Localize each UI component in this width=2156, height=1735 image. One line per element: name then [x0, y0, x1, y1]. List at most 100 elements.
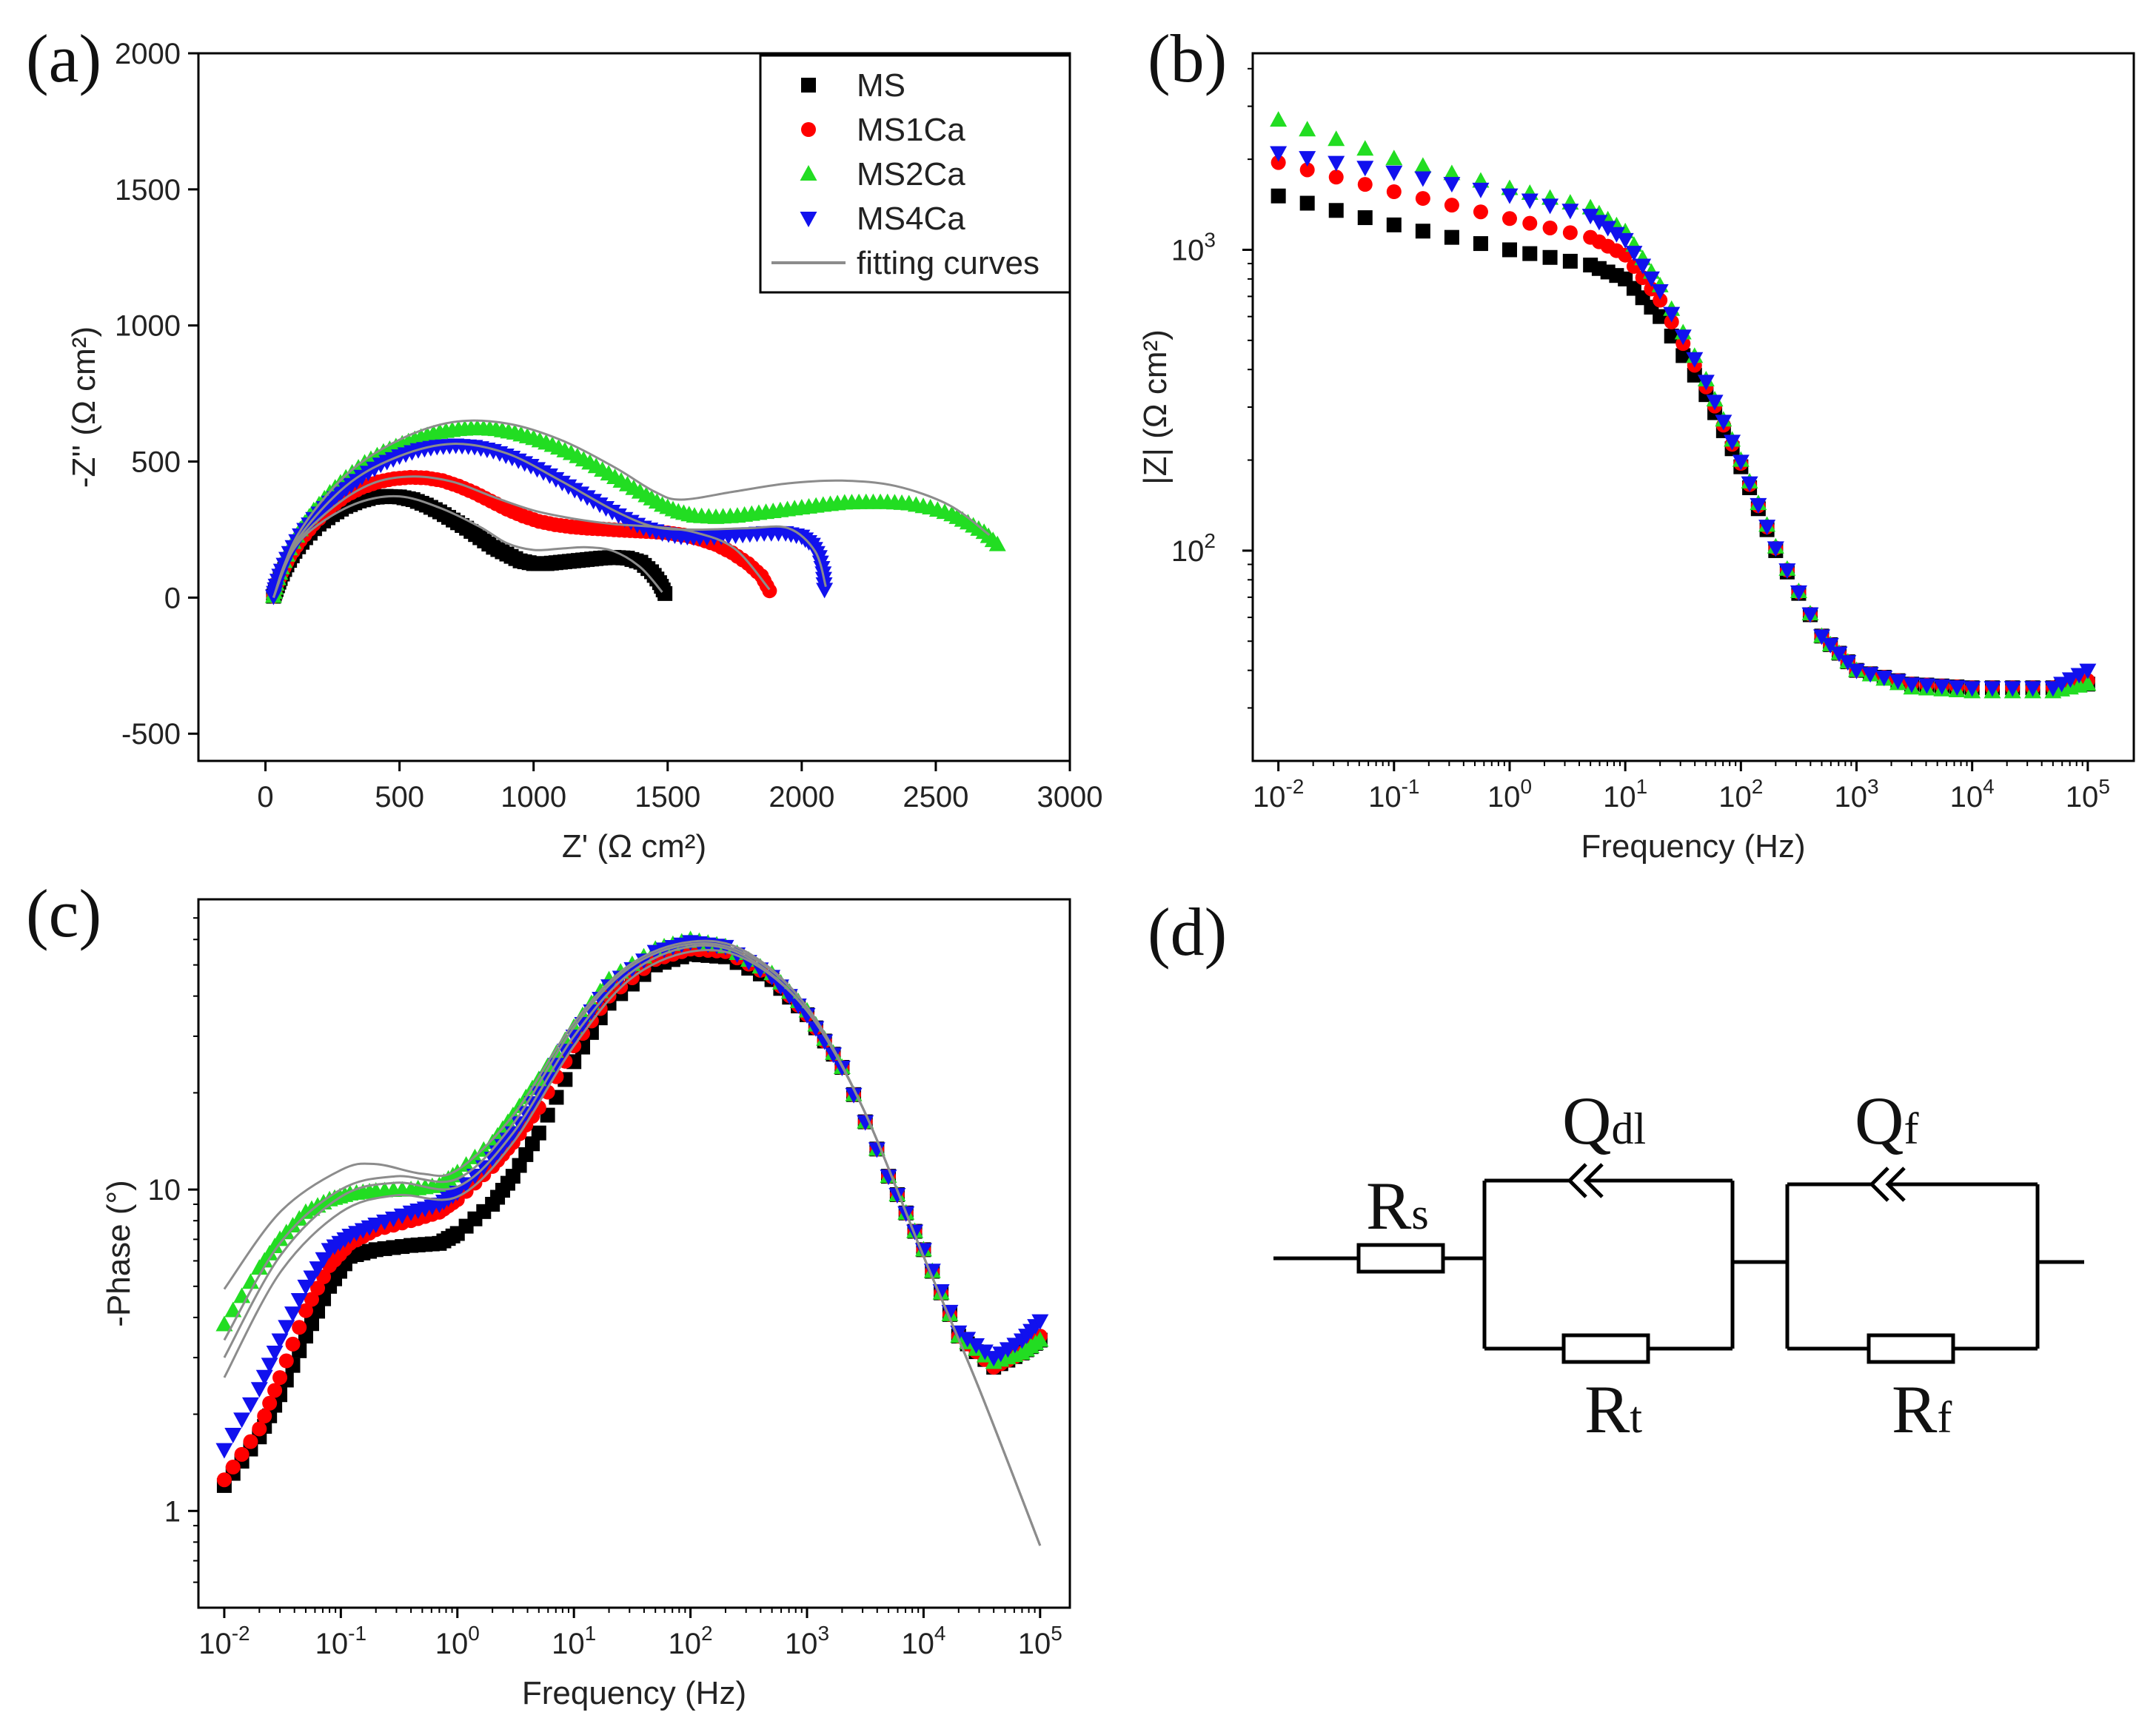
- label-rf: Rf: [1892, 1372, 1952, 1447]
- data-point-ms4ca: [1790, 585, 1807, 601]
- x-tick-exponent: 2: [1752, 775, 1764, 798]
- data-point-ms1ca: [1653, 292, 1668, 308]
- y-tick-label: 102: [1171, 529, 1216, 568]
- x-axis-title: Z' (Ω cm²): [562, 828, 706, 865]
- data-point-ms4ca: [315, 1252, 332, 1268]
- data-point-ms4ca: [1715, 415, 1732, 431]
- data-point-ms2ca: [1414, 157, 1432, 173]
- plot-frame: [1251, 52, 2135, 762]
- data-point-ms: [304, 1316, 319, 1332]
- y-tick-label: 1500: [115, 174, 181, 207]
- data-point-ms1ca: [234, 1446, 250, 1462]
- data-point-ms4ca: [1443, 177, 1461, 193]
- data-point-ms1ca: [1415, 191, 1430, 207]
- data-point-ms1ca: [285, 1336, 301, 1352]
- data-point-ms4ca: [1674, 329, 1692, 346]
- panel-a-nyquist-plot: (a) 0 500 1000 1500 2000 2500 3000 -500 0 500 1000…: [26, 21, 1102, 865]
- data-point-ms4ca: [233, 1412, 251, 1429]
- series-ms2ca: [215, 930, 1049, 1369]
- data-point-ms4ca: [1732, 454, 1750, 471]
- data-point-ms4ca: [2003, 681, 2021, 697]
- y-tick-exponent: 2: [1204, 529, 1216, 552]
- data-point-ms1ca: [262, 1395, 278, 1411]
- y-axis-title: |Z| (Ω cm²): [1137, 329, 1174, 485]
- data-point-ms1ca: [1386, 184, 1402, 199]
- x-tick-exponent: -1: [1402, 775, 1420, 798]
- x-tick-base: 1500: [635, 781, 700, 813]
- x-tick-exponent: -2: [1285, 775, 1304, 798]
- data-point-ms: [531, 1125, 546, 1141]
- panel-b-label: (b): [1148, 21, 1227, 96]
- x-tick-label: 103: [785, 1622, 829, 1660]
- data-point-ms4ca: [1616, 232, 1634, 249]
- data-point-ms: [1415, 224, 1430, 239]
- x-tick-exponent: 0: [1520, 775, 1532, 798]
- data-point-ms1ca: [1473, 204, 1488, 220]
- x-tick-label: 10-1: [1368, 775, 1419, 813]
- data-point-ms1ca: [1502, 211, 1517, 226]
- data-point-ms2ca: [1328, 130, 1345, 147]
- data-point-ms4ca: [1634, 258, 1652, 275]
- data-point-ms4ca: [600, 979, 618, 996]
- x-tick-base: 10: [1603, 781, 1636, 813]
- y-axis-title: -Z'' (Ω cm²): [66, 326, 102, 488]
- x-tick-label: 105: [1018, 1622, 1062, 1660]
- legend-item-ms2ca: MS2Ca: [800, 156, 965, 192]
- data-point-ms4ca: [845, 1087, 863, 1104]
- data-point-ms2ca: [224, 1301, 242, 1318]
- data-point-ms4ca: [1918, 678, 1935, 694]
- data-point-ms4ca: [1821, 637, 1839, 654]
- data-point-ms4ca: [255, 1369, 273, 1386]
- x-tick-base: 2000: [769, 781, 834, 813]
- x-tick-base: 10: [901, 1628, 934, 1660]
- data-point-ms1ca: [252, 1421, 267, 1437]
- circuit-diagram: [1273, 1163, 2084, 1364]
- resistor-rt: [1561, 1333, 1650, 1364]
- data-point-ms1ca: [272, 1370, 288, 1386]
- x-tick-base: 10: [1718, 781, 1752, 813]
- y-tick-base: 10: [1171, 535, 1205, 568]
- data-point-ms4ca: [888, 1187, 906, 1204]
- panel-c-label: (c): [26, 876, 101, 951]
- data-point-ms2ca: [1031, 1331, 1049, 1347]
- data-point-ms: [1328, 203, 1344, 218]
- data-point-ms4ca: [1521, 193, 1539, 209]
- data-point-ms4ca: [1964, 681, 1981, 697]
- data-point-ms1ca: [278, 1353, 294, 1369]
- fit-curve-ms2ca: [272, 419, 991, 598]
- x-tick-exponent: 1: [1636, 775, 1648, 798]
- data-point-ms4ca: [2053, 677, 2071, 693]
- data-point-ms4ca: [1581, 209, 1599, 225]
- series-ms: [1270, 188, 2095, 696]
- x-tick-label: 100: [435, 1622, 480, 1660]
- legend-item-ms4ca: MS4Ca: [800, 201, 965, 237]
- data-point-ms4ca: [1750, 497, 1767, 514]
- data-point-ms4ca: [458, 1177, 475, 1193]
- data-point-ms4ca: [1767, 541, 1784, 557]
- y-tick-label: 500: [131, 446, 181, 479]
- data-point-ms2ca: [1443, 164, 1461, 181]
- data-point-ms2ca: [449, 1164, 466, 1180]
- data-point-ms4ca: [1607, 226, 1625, 243]
- data-point-ms2ca: [215, 1315, 233, 1332]
- y-tick-label: 1: [164, 1495, 181, 1528]
- x-tick-exponent: 4: [1983, 775, 1995, 798]
- label-rs: Rs: [1366, 1168, 1429, 1244]
- data-point-ms4ca: [1501, 188, 1519, 204]
- fit-curve-ms1ca: [272, 475, 771, 598]
- x-tick-label: 3000: [1037, 781, 1103, 813]
- x-tick-label: 2500: [903, 781, 968, 813]
- x-tick-label: 10-2: [1253, 775, 1304, 813]
- data-point-ms4ca: [266, 1345, 284, 1361]
- x-tick-label: 103: [1834, 775, 1878, 813]
- data-point-ms2ca: [2079, 675, 2097, 691]
- panel-d-equivalent-circuit: (d): [1148, 894, 2084, 1447]
- x-tick-exponent: 5: [2098, 775, 2110, 798]
- data-point-ms4ca: [1663, 306, 1681, 323]
- data-point-ms4ca: [1812, 629, 1830, 645]
- data-point-ms4ca: [1356, 161, 1374, 177]
- series-ms1ca: [1270, 155, 2095, 696]
- data-point-ms4ca: [1642, 271, 1660, 287]
- y-tick-exponent: 3: [1204, 228, 1216, 251]
